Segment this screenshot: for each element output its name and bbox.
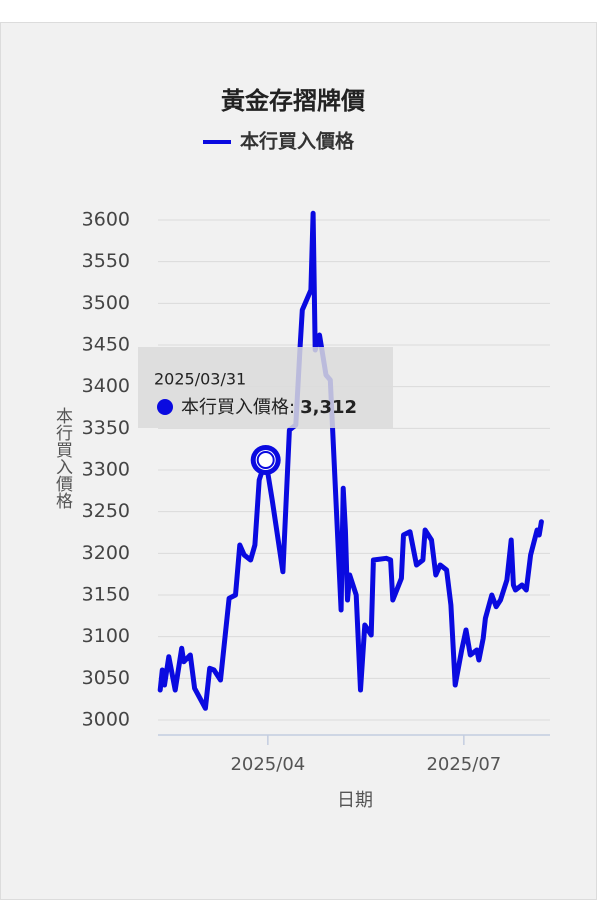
y-tick-label: 3600 [82,209,130,231]
legend-label[interactable]: 本行買入價格 [240,130,355,153]
x-tick-label: 2025/04 [230,754,305,775]
y-tick-label: 3400 [82,375,130,397]
x-axis-label: 日期 [337,790,373,811]
y-tick-label: 3150 [82,584,130,606]
tooltip-label: 本行買入價格: [181,397,295,418]
y-tick-label: 3200 [82,542,130,564]
y-tick-label: 3000 [82,709,130,731]
tooltip-swatch [157,399,173,415]
tooltip-text: 本行買入價格: 3,312 [181,397,357,418]
tooltip-box [138,347,393,428]
tooltip: 2025/03/31 本行買入價格: 3,312 [138,347,393,428]
chart-title: 黃金存摺牌價 [221,87,366,115]
x-tick-label: 2025/07 [426,754,501,775]
y-tick-label: 3550 [82,250,130,272]
y-tick-label: 3100 [82,625,130,647]
y-tick-label: 3300 [82,459,130,481]
line-series [157,210,544,711]
card [0,22,597,900]
y-tick-label: 3350 [82,417,130,439]
y-tick-label: 3450 [82,334,130,356]
y-tick-label: 3500 [82,292,130,314]
hover-point-core [256,451,275,469]
y-tick-label: 3050 [82,667,130,689]
y-tick-label: 3250 [82,500,130,522]
tooltip-date: 2025/03/31 [154,370,246,389]
tooltip-value: 3,312 [300,397,357,418]
y-axis-label: 本行買入價格 [52,407,73,509]
